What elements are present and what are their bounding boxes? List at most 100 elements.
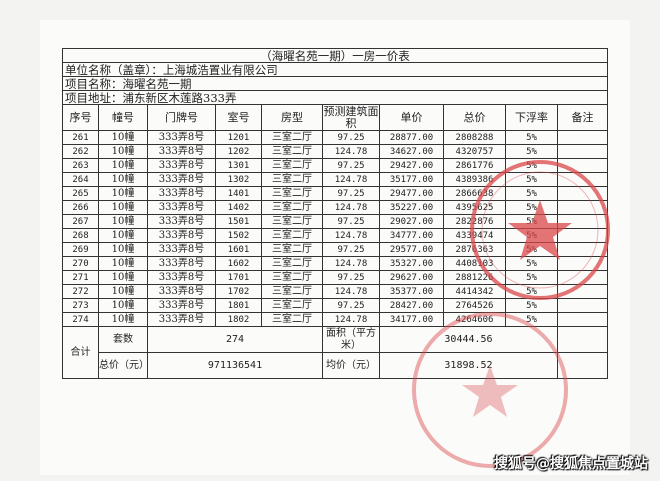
table-cell: 263 (62, 158, 99, 173)
table-cell: 10幢 (98, 144, 148, 159)
table-cell: 274 (62, 312, 99, 327)
table-cell: 333弄8号 (147, 242, 216, 257)
table-cell: 1802 (215, 312, 262, 327)
table-cell: 35227.00 (379, 200, 444, 215)
table-cell: 三室二厅 (261, 130, 323, 145)
total-price-value: 971136541 (147, 352, 323, 379)
table-cell: 4395625 (443, 200, 506, 215)
table-cell: 5% (505, 144, 558, 159)
table-cell: 10幢 (98, 214, 148, 229)
project-address: 项目地址：浦东新区木莲路333弄 (61, 90, 609, 105)
table-cell (556, 200, 609, 215)
table-cell: 三室二厅 (261, 144, 323, 159)
table-cell: 272 (62, 284, 99, 299)
totals-label: 合计 (62, 326, 99, 379)
table-cell: 34777.00 (379, 228, 444, 243)
table-cell: 10幢 (98, 242, 148, 257)
table-cell: 1801 (215, 298, 262, 313)
totals-row-2: 总价（元） 971136541 均价（元） 31898.52 (63, 352, 609, 379)
table-cell: 28427.00 (379, 298, 444, 313)
column-header: 房型 (261, 104, 323, 131)
table-cell (556, 256, 609, 271)
table-cell: 5% (505, 130, 558, 145)
area-label: 面积（平方米） (322, 326, 380, 353)
table-cell: 1702 (215, 284, 262, 299)
table-cell: 333弄8号 (147, 172, 216, 187)
company-name: 单位名称（盖章）：上海城浩置业有限公司 (61, 62, 609, 77)
table-cell: 1402 (215, 200, 262, 215)
table-row: 269 10幢 333弄8号 1601 三室二厅 97.25 29577.00 2876363… (62, 242, 609, 257)
table-cell: 三室二厅 (261, 298, 323, 313)
table-cell: 10幢 (98, 256, 148, 271)
table-cell (556, 144, 609, 159)
table-row: 272 10幢 333弄8号 1702 三室二厅 124.78 35377.00 441434… (62, 284, 609, 299)
column-header: 总价 (443, 104, 506, 131)
table-cell: 34627.00 (379, 144, 444, 159)
table-cell: 10幢 (98, 284, 148, 299)
table-cell: 5% (505, 312, 558, 327)
watermark: 搜狐号@搜狐焦点置城站 (494, 456, 648, 472)
table-cell: 2861776 (443, 158, 506, 173)
table-cell: 5% (505, 158, 558, 173)
table-cell: 35327.00 (379, 256, 444, 271)
table-cell: 2822876 (443, 214, 506, 229)
table-cell: 10幢 (98, 298, 148, 313)
table-cell: 10幢 (98, 228, 148, 243)
table-cell: 273 (62, 298, 99, 313)
table-cell: 266 (62, 200, 99, 215)
table-cell: 10幢 (98, 130, 148, 145)
table-cell: 三室二厅 (261, 158, 323, 173)
table-cell: 333弄8号 (147, 228, 216, 243)
table-cell: 267 (62, 214, 99, 229)
table-row: 270 10幢 333弄8号 1602 三室二厅 124.78 35327.00 440810… (62, 256, 609, 271)
table-cell: 97.25 (322, 298, 380, 313)
table-cell: 97.25 (322, 158, 380, 173)
table-cell (556, 186, 609, 201)
column-header: 预测建筑面积 (322, 104, 380, 131)
table-cell (556, 298, 609, 313)
table-cell: 4414342 (443, 284, 506, 299)
table-cell: 97.25 (322, 242, 380, 257)
table-cell: 三室二厅 (261, 200, 323, 215)
table-cell: 10幢 (98, 186, 148, 201)
table-cell (556, 158, 609, 173)
table-title: （海曜名苑一期）一房一价表 (61, 48, 609, 63)
table-cell: 264 (62, 172, 99, 187)
table-cell: 1701 (215, 270, 262, 285)
table-cell: 28877.00 (379, 130, 444, 145)
column-header: 门牌号 (147, 104, 216, 131)
table-row: 267 10幢 333弄8号 1501 三室二厅 97.25 29027.00 2822876… (62, 214, 609, 229)
table-cell: 三室二厅 (261, 270, 323, 285)
table-cell: 97.25 (322, 186, 380, 201)
column-header: 序号 (62, 104, 99, 131)
table-cell: 2881226 (443, 270, 506, 285)
table-cell: 三室二厅 (261, 186, 323, 201)
table-cell: 5% (505, 186, 558, 201)
table-cell (556, 228, 609, 243)
table-cell: 1501 (215, 214, 262, 229)
table-cell: 97.25 (322, 270, 380, 285)
table-cell: 三室二厅 (261, 256, 323, 271)
table-cell: 10幢 (98, 172, 148, 187)
table-cell: 5% (505, 298, 558, 313)
table-row: 274 10幢 333弄8号 1802 三室二厅 124.78 34177.00 426460… (62, 312, 609, 327)
table-cell: 2876363 (443, 242, 506, 257)
table-cell: 29477.00 (379, 186, 444, 201)
table-cell: 34177.00 (379, 312, 444, 327)
table-cell: 5% (505, 284, 558, 299)
table-cell: 29577.00 (379, 242, 444, 257)
table-cell: 333弄8号 (147, 144, 216, 159)
table-cell (556, 312, 609, 327)
table-cell: 265 (62, 186, 99, 201)
table-cell: 124.78 (322, 284, 380, 299)
table-cell: 2866638 (443, 186, 506, 201)
table-cell: 5% (505, 270, 558, 285)
table-cell: 269 (62, 242, 99, 257)
table-row: 261 10幢 333弄8号 1201 三室二厅 97.25 28877.00 2808288… (62, 130, 609, 145)
table-cell: 5% (505, 214, 558, 229)
table-cell (556, 130, 609, 145)
table-cell: 2764526 (443, 298, 506, 313)
totals-row-1: 合计 套数 274 面积（平方米） 30444.56 (62, 326, 609, 379)
table-row: 268 10幢 333弄8号 1502 三室二厅 124.78 34777.00 433947… (62, 228, 609, 243)
table-cell: 333弄8号 (147, 158, 216, 173)
